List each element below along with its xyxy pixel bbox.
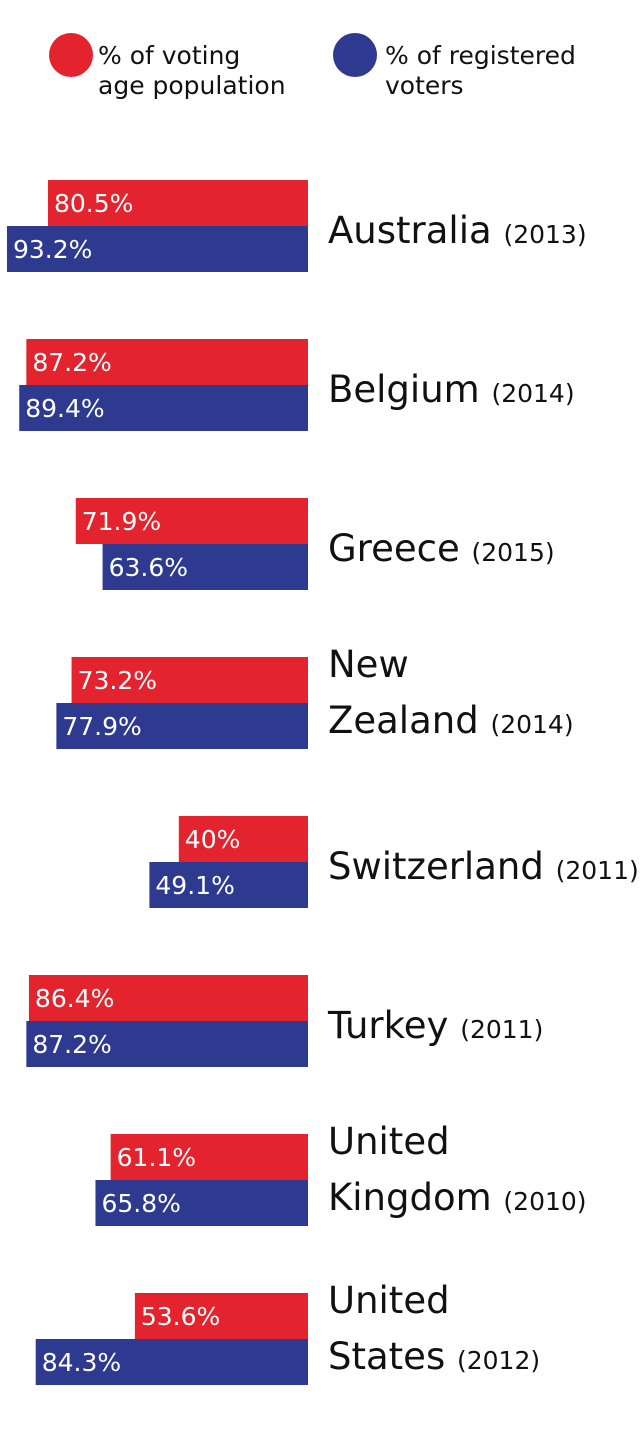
bar-registered-2 (102, 544, 309, 590)
bar-registered-0 (6, 226, 309, 272)
bar-registered-1 (19, 385, 308, 431)
bar-voting-age-6 (110, 1134, 308, 1180)
bar-value-label: 93.2% (13, 235, 92, 264)
bar-voting-age-2 (75, 498, 308, 544)
country-name-line: Belgium (328, 368, 491, 411)
legend-swatch-0 (49, 33, 93, 77)
bar-voting-age-7 (134, 1293, 308, 1339)
country-name-line: Zealand (328, 699, 490, 742)
bars-group: 80.5% 93.2% 87.2% 89.4% 71.9% 63.6% 73.2% 77.9%… (6, 180, 309, 1385)
country-name-line: Turkey (327, 1004, 460, 1047)
bar-value-label: 87.2% (32, 1030, 111, 1059)
bar-voting-age-4 (178, 816, 308, 862)
country-name-line: States (328, 1335, 457, 1378)
country-name-line: New (328, 643, 409, 686)
bar-registered-4 (149, 862, 308, 908)
bar-value-label: 89.4% (25, 394, 104, 423)
bar-value-label: 49.1% (155, 871, 234, 900)
country-label: United Kingdom (2010) (328, 1120, 587, 1219)
country-year: (2012) (457, 1346, 540, 1375)
country-label: United States (2012) (328, 1279, 540, 1378)
legend: % of voting age population % of registered… (49, 33, 576, 100)
country-year: (2011) (556, 856, 639, 885)
bar-value-label: 63.6% (109, 553, 188, 582)
bar-voting-age-3 (71, 657, 309, 703)
legend-label-line: age population (98, 71, 286, 100)
legend-label-line: voters (385, 71, 464, 100)
country-year: (2014) (490, 710, 573, 739)
legend-label-line: % of registered (385, 41, 576, 70)
country-year: (2013) (503, 220, 586, 249)
bar-voting-age-1 (26, 339, 309, 385)
country-year: (2010) (503, 1187, 586, 1216)
bar-registered-7 (35, 1339, 308, 1385)
country-year: (2015) (471, 538, 554, 567)
country-label: Belgium (2014) (328, 368, 575, 411)
country-year: (2011) (460, 1015, 543, 1044)
bar-value-label: 77.9% (62, 712, 141, 741)
bar-value-label: 80.5% (54, 189, 133, 218)
bar-value-label: 61.1% (117, 1143, 196, 1172)
country-labels-group: Australia (2013) Belgium (2014) Greece (20… (327, 209, 639, 1378)
bar-value-label: 53.6% (141, 1302, 220, 1331)
country-name-line: United (328, 1120, 450, 1163)
bar-value-label: 40% (185, 825, 241, 854)
bar-value-label: 65.8% (101, 1189, 180, 1218)
bar-value-label: 73.2% (78, 666, 157, 695)
legend-swatch-1 (333, 33, 377, 77)
country-name-line: Switzerland (328, 845, 556, 888)
bar-value-label: 87.2% (32, 348, 111, 377)
country-name-line: Greece (328, 527, 471, 570)
bar-registered-3 (56, 703, 309, 749)
country-label: Australia (2013) (328, 209, 587, 252)
bar-value-label: 84.3% (42, 1348, 121, 1377)
bar-voting-age-0 (47, 180, 309, 226)
legend-label-line: % of voting (98, 41, 240, 70)
legend-label-0: % of voting age population (98, 41, 286, 100)
country-name-line: Australia (328, 209, 503, 252)
country-label: Greece (2015) (328, 527, 555, 570)
country-year: (2014) (491, 379, 574, 408)
country-label: Turkey (2011) (327, 1004, 543, 1047)
bar-registered-6 (95, 1180, 308, 1226)
bar-value-label: 71.9% (82, 507, 161, 536)
bar-value-label: 86.4% (35, 984, 114, 1013)
country-label: Switzerland (2011) (328, 845, 639, 888)
country-name-line: Kingdom (328, 1176, 503, 1219)
legend-label-1: % of registered voters (385, 41, 576, 100)
country-name-line: United (328, 1279, 450, 1322)
country-label: New Zealand (2014) (328, 643, 574, 742)
bar-voting-age-5 (28, 975, 308, 1021)
bar-registered-5 (26, 1021, 309, 1067)
